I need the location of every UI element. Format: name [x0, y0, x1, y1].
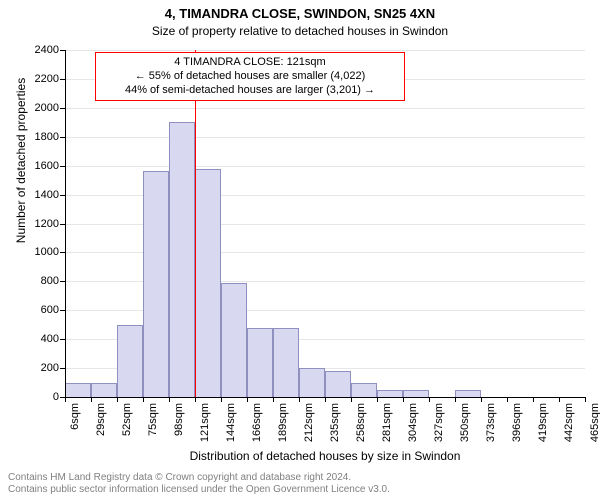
gridline — [65, 166, 585, 167]
histogram-bar — [403, 390, 429, 397]
y-tick-label: 400 — [41, 333, 65, 345]
x-tick-label: 465sqm — [589, 403, 600, 457]
histogram-bar — [351, 383, 377, 397]
histogram-bar — [273, 328, 299, 397]
plot-area: 0200400600800100012001400160018002000220… — [65, 50, 585, 397]
y-axis-label: Number of detached properties — [14, 0, 28, 334]
histogram-bar — [169, 122, 195, 397]
histogram-bar — [117, 325, 143, 397]
chart-container: { "title_main": "4, TIMANDRA CLOSE, SWIN… — [0, 0, 600, 500]
y-tick-label: 600 — [41, 304, 65, 316]
histogram-bar — [299, 368, 325, 397]
y-tick-label: 1800 — [35, 131, 65, 143]
chart-title-sub: Size of property relative to detached ho… — [0, 24, 600, 38]
y-tick-label: 1400 — [35, 189, 65, 201]
histogram-bar — [195, 169, 221, 397]
footer-line2: Contains public sector information licen… — [8, 484, 390, 496]
annotation-line3: 44% of semi-detached houses are larger (… — [102, 84, 398, 98]
histogram-bar — [247, 328, 273, 397]
histogram-bar — [91, 383, 117, 397]
footer-line1: Contains HM Land Registry data © Crown c… — [8, 472, 390, 484]
x-axis-label: Distribution of detached houses by size … — [65, 449, 585, 463]
y-tick-label: 1200 — [35, 218, 65, 230]
x-tickmark — [585, 397, 586, 402]
annotation-line2: ← 55% of detached houses are smaller (4,… — [102, 70, 398, 84]
y-axis-line — [65, 50, 66, 397]
histogram-bar — [65, 383, 91, 397]
y-tick-label: 800 — [41, 275, 65, 287]
histogram-bar — [455, 390, 481, 397]
y-tick-label: 2200 — [35, 73, 65, 85]
y-tick-label: 1600 — [35, 160, 65, 172]
y-tick-label: 200 — [41, 362, 65, 374]
x-axis-line — [65, 397, 585, 398]
y-tick-label: 2000 — [35, 102, 65, 114]
marker-line — [195, 50, 196, 397]
chart-title-main: 4, TIMANDRA CLOSE, SWINDON, SN25 4XN — [0, 6, 600, 21]
gridline — [65, 108, 585, 109]
y-tick-label: 0 — [53, 391, 65, 403]
annotation-line1: 4 TIMANDRA CLOSE: 121sqm — [102, 56, 398, 70]
histogram-bar — [143, 171, 169, 397]
gridline — [65, 137, 585, 138]
footer-text: Contains HM Land Registry data © Crown c… — [8, 472, 390, 496]
y-tick-label: 1000 — [35, 246, 65, 258]
histogram-bar — [325, 371, 351, 397]
annotation-box: 4 TIMANDRA CLOSE: 121sqm ← 55% of detach… — [95, 52, 405, 101]
histogram-bar — [377, 390, 403, 397]
histogram-bar — [221, 283, 247, 397]
gridline — [65, 50, 585, 51]
y-tick-label: 2400 — [35, 44, 65, 56]
